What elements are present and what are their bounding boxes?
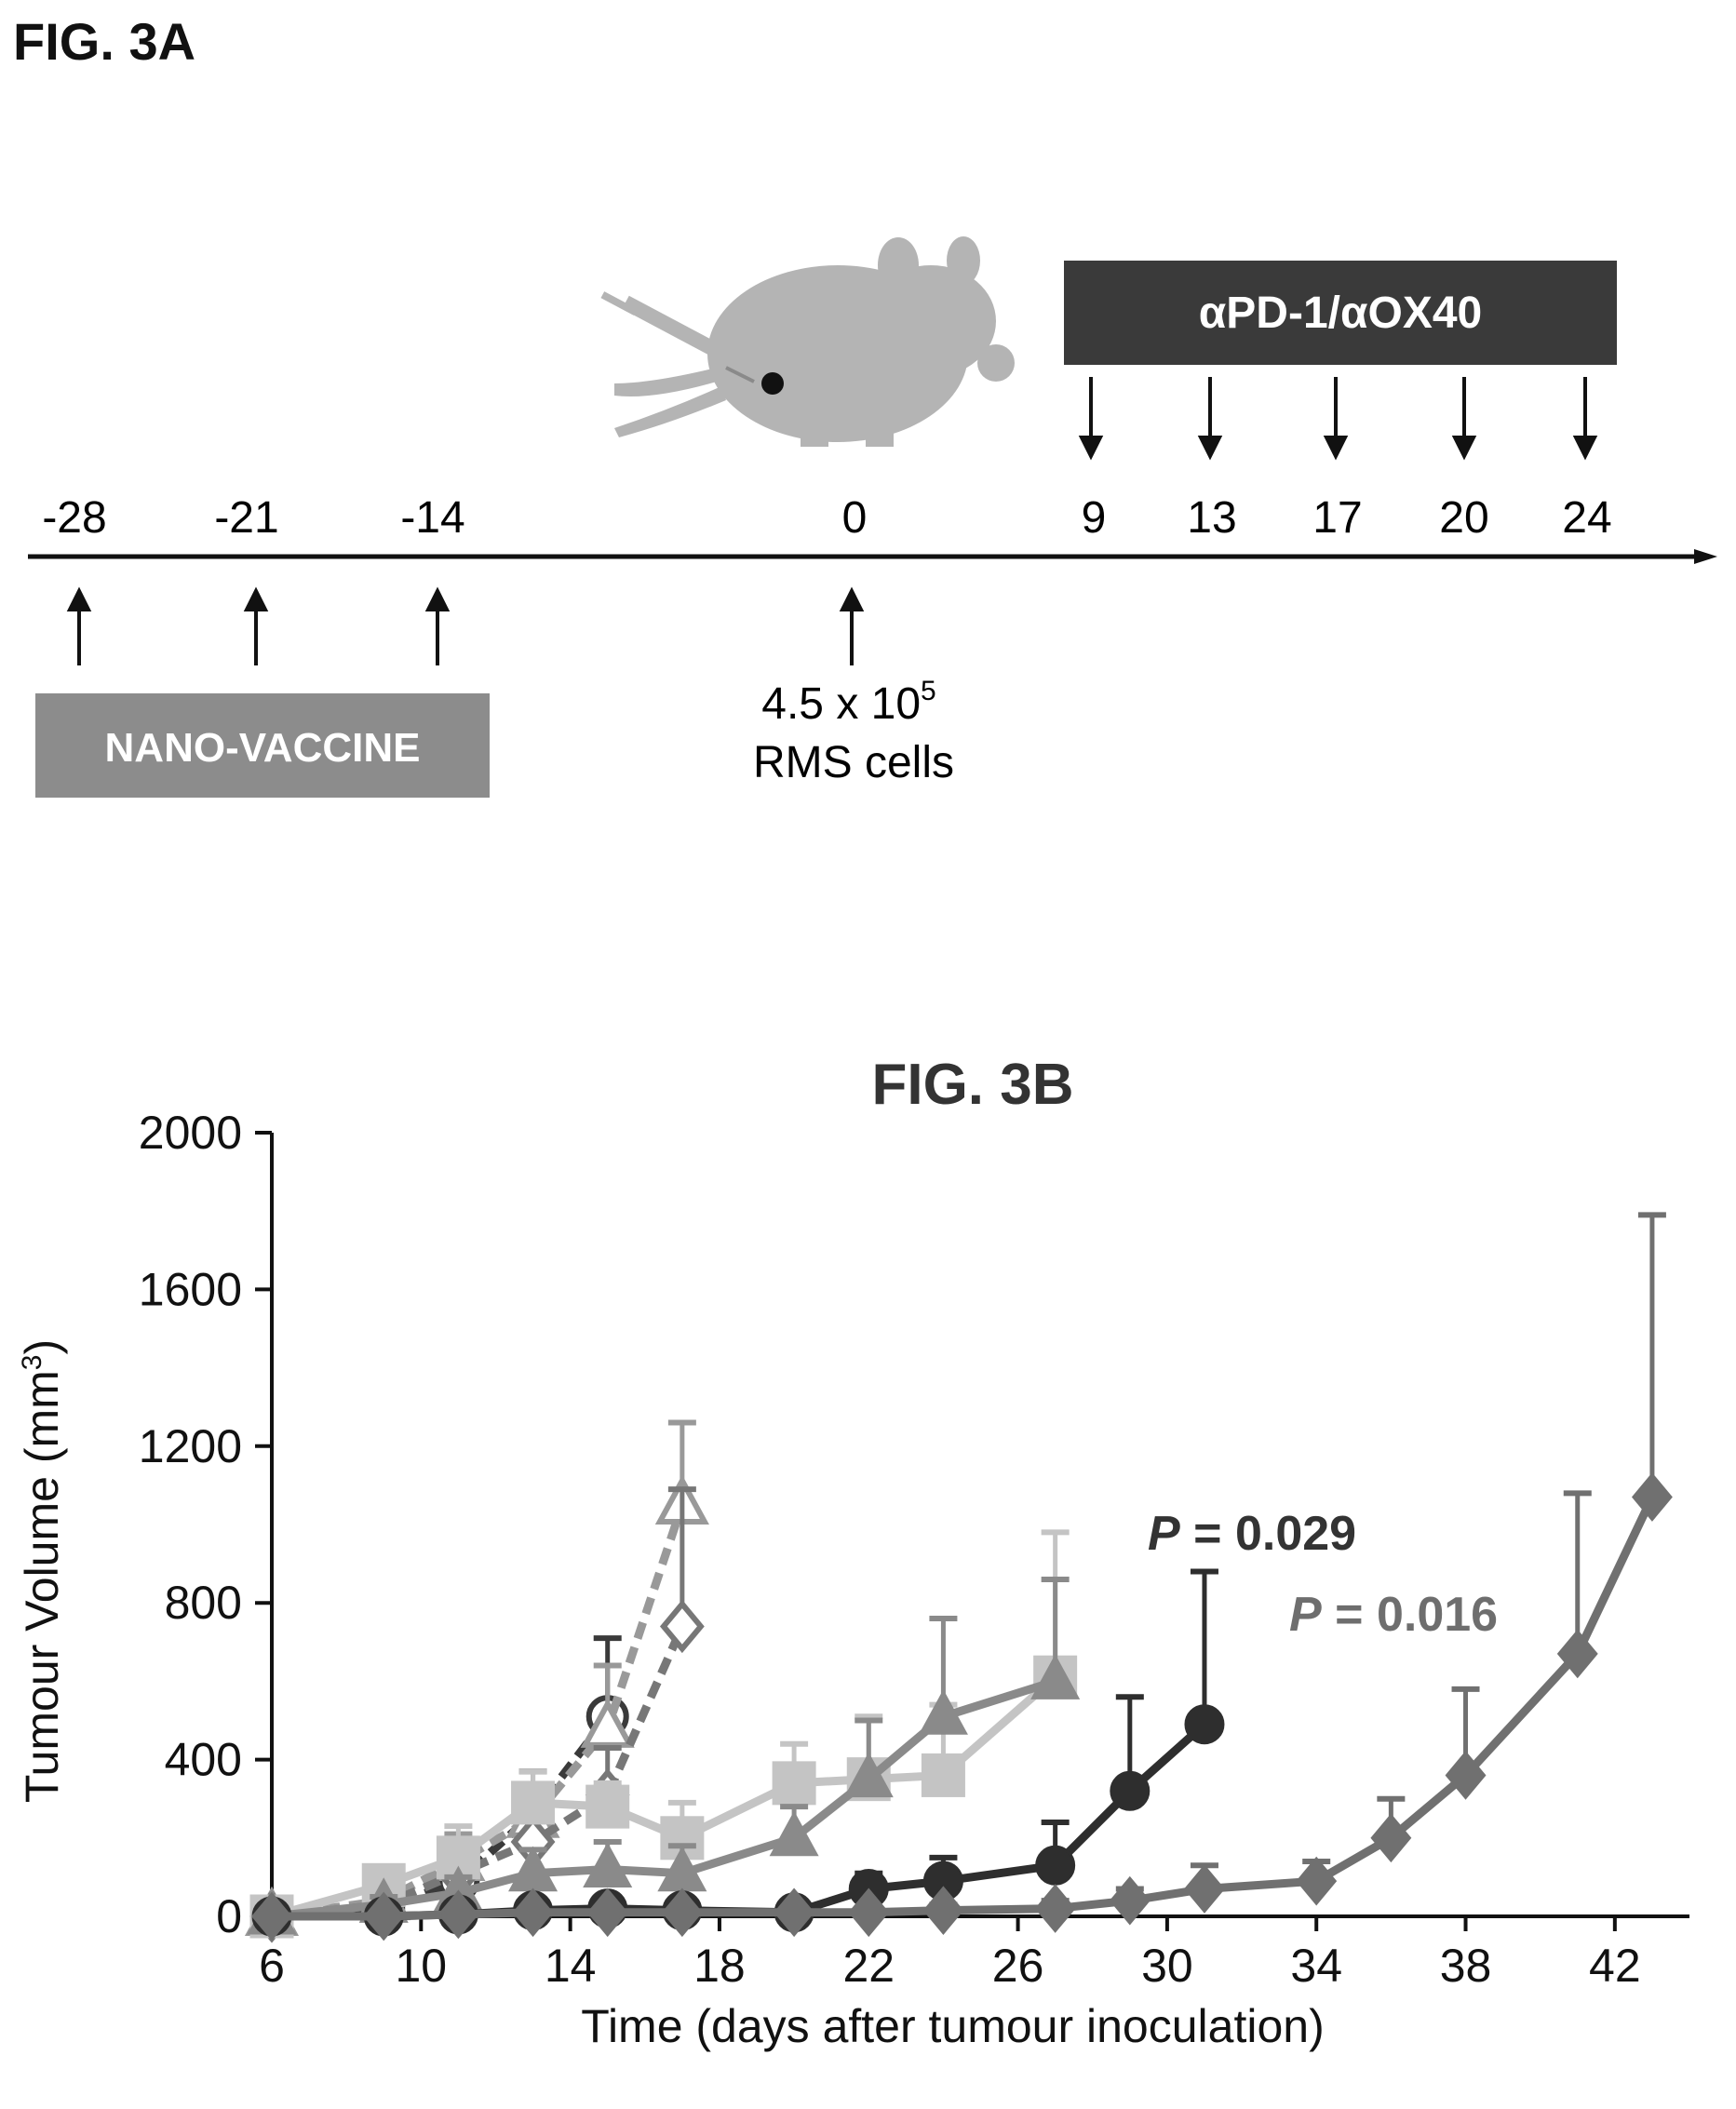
data-point [1034, 1884, 1076, 1933]
vaccine-arrows [66, 586, 865, 665]
x-tick-label: 14 [545, 1940, 597, 1992]
figure-3b-title: FIG. 3B [871, 1053, 1074, 1117]
data-point [1109, 1875, 1151, 1926]
timeline-tick-label: 17 [1312, 493, 1362, 543]
inoculation-label-line2: RMS cells [753, 738, 954, 787]
data-point [437, 1889, 479, 1940]
down-arrow-icon [1323, 377, 1349, 461]
down-arrow-icon [1197, 377, 1223, 461]
down-arrow-icon [1078, 377, 1104, 461]
x-axis-label: Time (days after tumour inoculation) [581, 2000, 1324, 2052]
timeline-tick-label: 20 [1439, 493, 1488, 543]
x-tick-label: 22 [842, 1940, 895, 1992]
y-tick-label: 800 [165, 1577, 242, 1629]
timeline-tick-label: 9 [1082, 493, 1107, 543]
timeline-tick-label: 13 [1187, 493, 1236, 543]
timeline-tick-labels: -28 -21 -14 0 9 13 17 20 24 [42, 493, 1611, 543]
timeline-tick-label: 24 [1562, 493, 1611, 543]
data-point [251, 1891, 292, 1941]
data-point [580, 1698, 635, 1748]
inoculation-label-line1: 4.5 x 10 [761, 679, 921, 729]
data-point [843, 1752, 894, 1798]
series-6 [251, 1212, 1673, 1941]
chart-axes: 0 400 800 1200 1600 2000 6 10 14 18 22 26 30 34 38 42 [139, 1107, 1689, 1992]
data-point [583, 1842, 633, 1887]
mouse-with-syringe-icon [600, 236, 1015, 447]
data-point [511, 1780, 556, 1825]
vaccine-box: NANO-VACCINE [35, 693, 490, 798]
y-tick-label: 2000 [139, 1107, 242, 1159]
chart-series [244, 1212, 1673, 1943]
series-line [271, 1677, 1057, 1921]
y-axis-label: Tumour Volume (mm3) [16, 1339, 68, 1803]
x-tick-label: 38 [1440, 1940, 1492, 1992]
data-point [1631, 1472, 1673, 1522]
data-point [1370, 1813, 1412, 1863]
data-point [769, 1810, 819, 1857]
up-arrow-icon [839, 586, 865, 665]
x-tick-label: 6 [259, 1940, 285, 1992]
up-arrow-icon [243, 586, 269, 665]
data-point [921, 1753, 965, 1797]
data-point [772, 1761, 816, 1806]
down-arrow-icon [1572, 377, 1598, 461]
series-0 [250, 1635, 629, 1938]
up-arrow-icon [66, 586, 92, 665]
y-tick-label: 0 [216, 1890, 242, 1942]
x-tick-label: 18 [693, 1940, 746, 1992]
data-point [848, 1887, 890, 1938]
timeline-axis [28, 549, 1717, 564]
data-point [586, 1887, 628, 1938]
data-point [774, 1887, 815, 1938]
x-tick-label: 10 [396, 1940, 448, 1992]
x-tick-label: 42 [1589, 1940, 1641, 1992]
data-point [922, 1886, 964, 1936]
y-tick-label: 1200 [139, 1420, 242, 1472]
inoculation-label-exponent: 5 [921, 676, 936, 706]
data-point [918, 1689, 968, 1735]
data-point [512, 1887, 554, 1938]
data-point [1030, 1654, 1081, 1699]
data-point [1184, 1864, 1225, 1914]
data-point [1110, 1770, 1151, 1811]
y-tick-label: 1600 [139, 1263, 242, 1315]
svg-text:4.5 x 105: 4.5 x 105 [761, 676, 935, 729]
inoculation-label: 4.5 x 105 RMS cells [753, 676, 954, 787]
x-tick-label: 26 [992, 1940, 1044, 1992]
data-point [363, 1891, 405, 1941]
series-line [270, 1673, 1058, 1921]
vaccine-box-label: NANO-VACCINE [105, 725, 421, 771]
down-arrow-icon [1451, 377, 1477, 461]
data-point [1445, 1751, 1487, 1800]
treatment-arrows [1078, 377, 1598, 461]
timeline-tick-label: 0 [842, 493, 868, 543]
up-arrow-icon [424, 586, 451, 665]
treatment-timeline: αPD-1/αOX40 -28 -21 -14 0 9 13 17 20 24 … [28, 236, 1717, 798]
data-point [1184, 1704, 1225, 1745]
treatment-box: αPD-1/αOX40 [1064, 261, 1617, 365]
y-tick-label: 400 [165, 1734, 242, 1786]
data-point [1035, 1845, 1076, 1886]
timeline-tick-label: -14 [400, 493, 464, 543]
x-tick-label: 30 [1141, 1940, 1193, 1992]
data-point [659, 1599, 705, 1654]
x-tick-label: 34 [1290, 1940, 1342, 1992]
chart-annotations: P = 0.029 P = 0.016 [1148, 1507, 1498, 1642]
p-value-annotation: P = 0.029 [1148, 1507, 1356, 1561]
treatment-box-label: αPD-1/αOX40 [1199, 289, 1482, 338]
data-point [1556, 1629, 1598, 1679]
data-point [1296, 1856, 1338, 1906]
p-value-annotation: P = 0.016 [1289, 1588, 1498, 1642]
figure-3a-title: FIG. 3A [13, 12, 196, 71]
timeline-tick-label: -28 [42, 493, 106, 543]
data-point [585, 1784, 630, 1829]
timeline-tick-label: -21 [214, 493, 278, 543]
data-point [661, 1887, 703, 1938]
